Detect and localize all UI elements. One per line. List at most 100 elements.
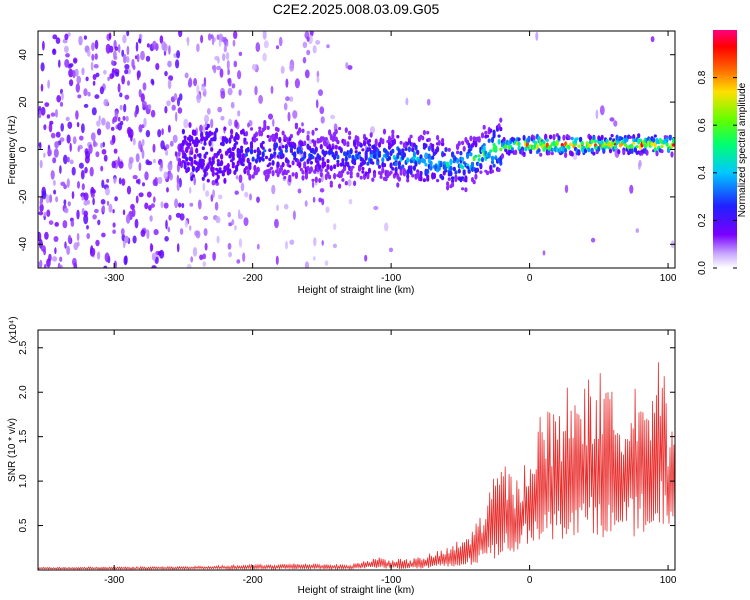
noise-speckle	[65, 116, 70, 122]
signal-mark	[389, 170, 393, 175]
signal-mark	[318, 164, 322, 171]
signal-mark	[211, 167, 215, 171]
noise-speckle	[330, 114, 336, 120]
signal-mark	[456, 158, 460, 164]
noise-speckle	[71, 191, 75, 200]
signal-mark	[477, 136, 481, 142]
signal-mark	[211, 170, 215, 177]
x-tick-label: -200	[243, 273, 263, 284]
signal-mark	[294, 123, 298, 130]
signal-mark	[617, 149, 621, 155]
noise-speckle	[112, 229, 116, 234]
noise-speckle	[39, 203, 44, 212]
noise-speckle	[220, 115, 225, 121]
noise-speckle	[76, 75, 81, 84]
signal-mark	[311, 178, 315, 182]
noise-speckle	[73, 262, 78, 268]
signal-mark	[324, 141, 328, 147]
signal-mark	[366, 161, 370, 166]
signal-mark	[469, 152, 473, 157]
signal-mark	[261, 146, 265, 150]
noise-speckle	[39, 142, 42, 150]
signal-mark	[499, 160, 503, 166]
signal-mark	[457, 168, 461, 174]
noise-speckle	[302, 41, 308, 48]
noise-speckle	[135, 195, 139, 204]
noise-speckle	[210, 118, 214, 129]
signal-mark	[284, 143, 288, 151]
noise-speckle	[167, 226, 171, 233]
signal-mark	[416, 149, 420, 156]
noise-speckle	[91, 53, 95, 61]
signal-mark	[286, 169, 290, 173]
noise-speckle	[218, 39, 222, 47]
signal-mark	[580, 140, 584, 146]
noise-speckle	[83, 214, 89, 225]
signal-mark	[215, 167, 219, 171]
noise-speckle	[150, 109, 156, 118]
noise-speckle	[64, 241, 67, 249]
noise-speckle	[177, 97, 180, 107]
signal-mark	[357, 166, 362, 172]
noise-speckle	[217, 194, 223, 200]
signal-mark	[185, 156, 189, 162]
signal-mark	[593, 139, 598, 143]
noise-speckle	[168, 45, 171, 55]
noise-speckle	[268, 113, 273, 120]
noise-speckle	[195, 230, 201, 239]
signal-mark	[652, 137, 656, 143]
signal-mark	[386, 151, 390, 158]
noise-speckle	[146, 191, 152, 198]
signal-mark	[230, 128, 234, 135]
noise-speckle	[313, 237, 317, 247]
signal-mark	[344, 127, 348, 133]
noise-speckle	[132, 235, 137, 244]
signal-mark	[319, 171, 323, 178]
signal-mark	[432, 175, 436, 179]
noise-speckle	[160, 201, 164, 209]
noise-speckle	[134, 218, 139, 229]
signal-mark	[414, 160, 418, 167]
noise-speckle	[306, 36, 310, 42]
noise-speckle	[143, 117, 147, 127]
noise-speckle	[256, 243, 260, 250]
noise-speckle	[67, 121, 73, 129]
signal-mark	[489, 149, 493, 153]
signal-mark	[499, 147, 503, 152]
noise-speckle	[178, 93, 183, 101]
noise-speckle	[175, 212, 181, 218]
noise-speckle	[226, 59, 230, 70]
noise-speckle	[325, 206, 330, 213]
signal-mark	[203, 173, 207, 178]
signal-mark	[281, 161, 285, 168]
noise-speckle	[136, 71, 140, 81]
noise-speckle	[90, 61, 94, 71]
noise-speckle	[94, 53, 98, 60]
signal-mark	[431, 155, 435, 160]
signal-mark	[517, 137, 521, 142]
signal-mark	[645, 149, 649, 156]
noise-speckle	[102, 141, 105, 148]
noise-speckle	[142, 82, 147, 91]
noise-speckle	[215, 216, 221, 224]
signal-mark	[449, 170, 453, 177]
noise-speckle	[142, 182, 145, 187]
signal-mark	[254, 158, 259, 164]
signal-mark	[653, 142, 657, 149]
signal-mark	[416, 169, 420, 173]
noise-speckle	[100, 142, 103, 149]
noise-speckle	[202, 91, 206, 96]
noise-speckle	[60, 181, 66, 186]
signal-mark	[653, 134, 657, 138]
noise-speckle	[42, 40, 45, 51]
signal-mark	[474, 173, 478, 180]
signal-mark	[190, 161, 194, 167]
noise-speckle	[306, 49, 311, 56]
signal-mark	[263, 149, 267, 153]
noise-speckle	[186, 263, 192, 268]
noise-speckle	[289, 63, 294, 72]
signal-mark	[349, 148, 353, 155]
signal-mark	[474, 141, 478, 148]
signal-mark	[600, 134, 604, 140]
